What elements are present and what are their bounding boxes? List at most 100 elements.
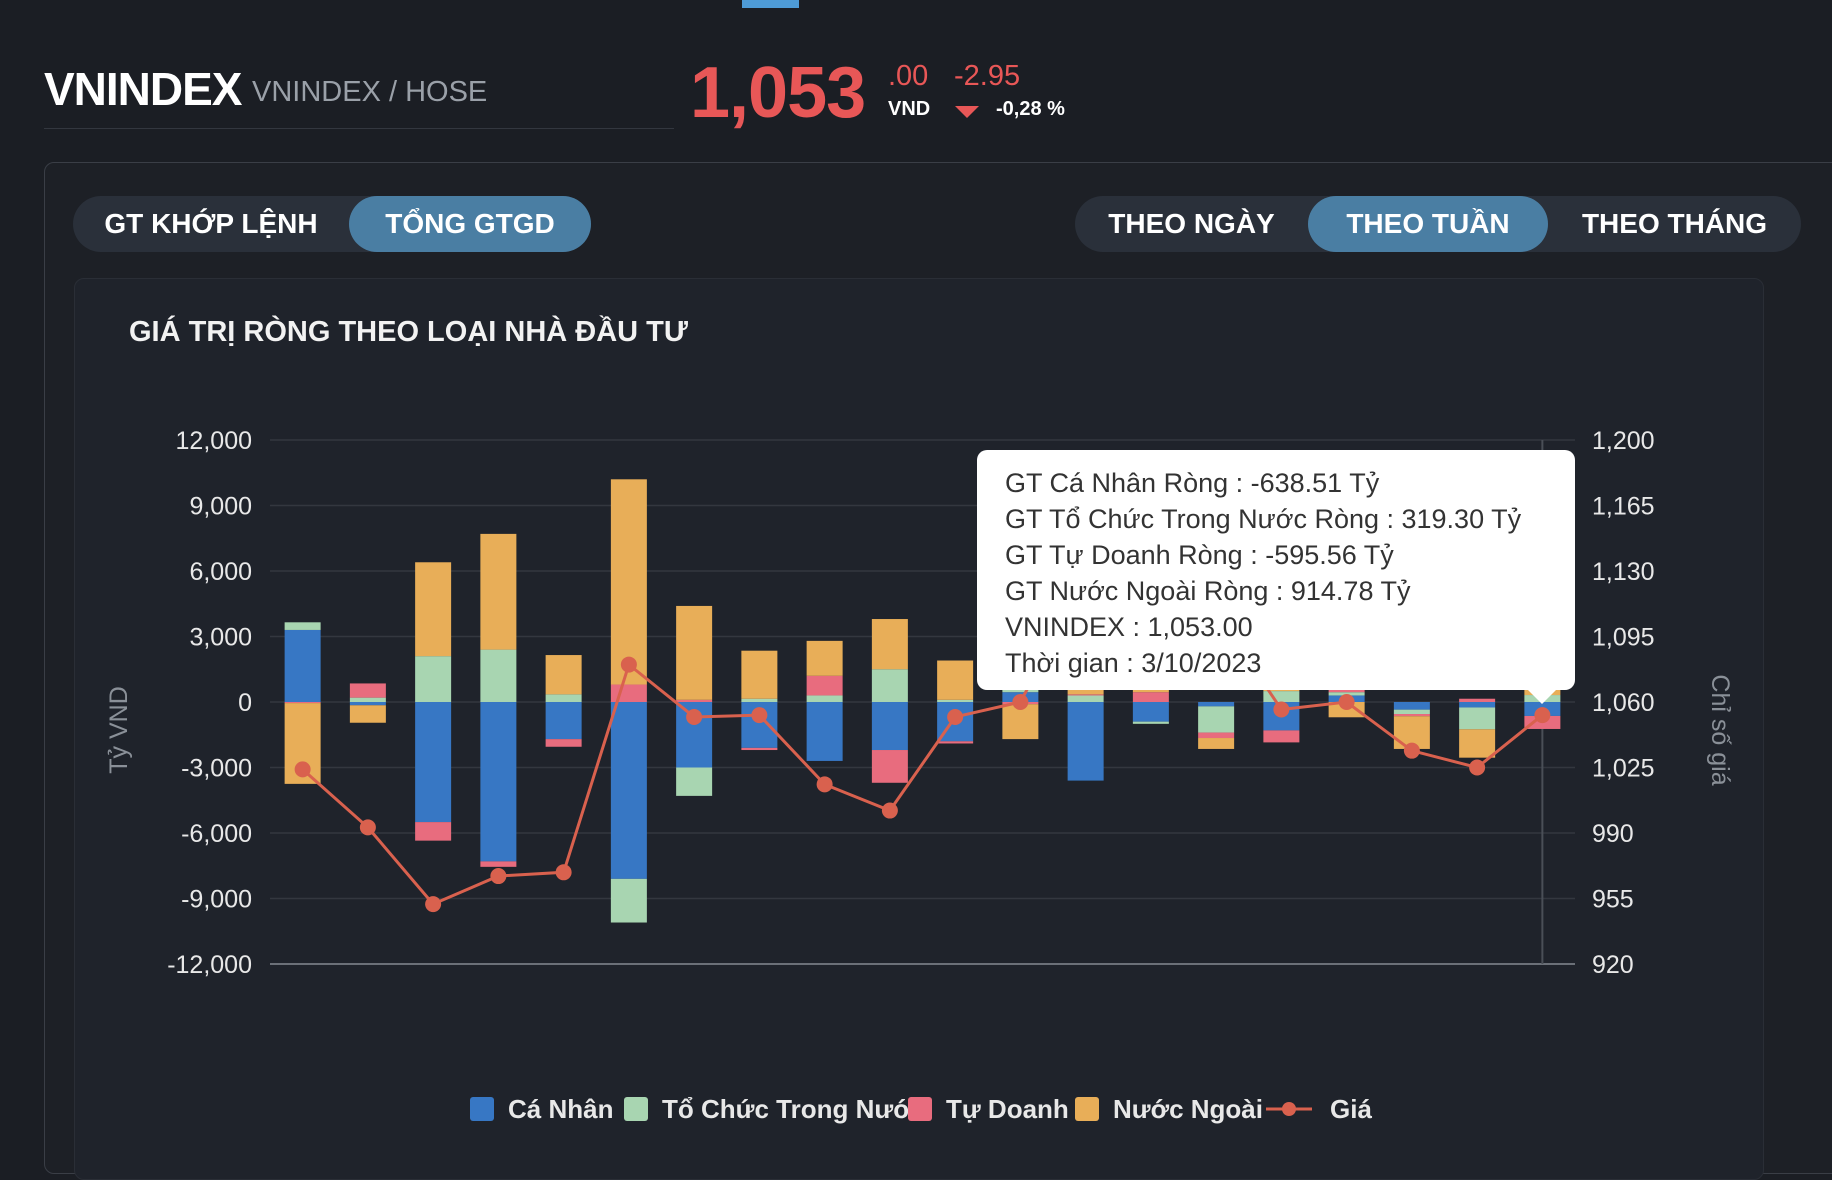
bar-segment [545,739,582,747]
bar-segment [349,705,386,723]
tab-gt-khop-lenh[interactable]: GT KHỚP LỆNH [104,208,318,239]
legend-swatch [624,1097,648,1121]
y2-tick-label: 1,130 [1592,558,1655,586]
bar-segment [871,669,908,702]
bar-segment [1198,702,1235,707]
price-point [947,708,964,725]
legend-swatch [1075,1097,1099,1121]
bar-segment [741,650,778,699]
price-point [294,761,311,778]
bar-segment [415,702,452,823]
price-currency: VND [888,98,931,120]
legend-item[interactable]: Cá Nhân [470,1094,613,1124]
bar-segment [676,605,713,700]
bar-segment [806,675,843,696]
y2-tick-label: 990 [1592,820,1634,848]
price-point [1338,694,1355,710]
legend-item[interactable]: Giá [1266,1094,1372,1124]
bar-segment [676,767,713,796]
bar-segment [1067,702,1104,781]
y2-tick-label: 1,025 [1592,755,1655,783]
y-tick-label: -3,000 [181,755,252,783]
legend-item[interactable]: Tự Doanh [908,1094,1069,1124]
tooltip-box [977,450,1575,690]
bar-segment [806,702,843,761]
price-point [751,707,768,724]
value-type-toggle: GT KHỚP LỆNH TỔNG GTGD [73,196,591,252]
tooltip-line: GT Tổ Chức Trong Nước Ròng : 319.30 Tỷ [1005,504,1522,534]
y-tick-label: 12,000 [176,427,252,455]
bar-segment [1263,691,1300,702]
tab-tong-gtgd[interactable]: TỔNG GTGD [349,196,591,252]
y2-tick-label: 1,165 [1592,493,1655,521]
y-tick-label: 3,000 [189,624,252,652]
price-point [1403,742,1420,759]
price-point [425,896,442,913]
y-tick-label: -12,000 [167,951,252,979]
down-arrow-icon [955,106,979,118]
bar-segment [1198,732,1235,739]
legend-label: Tổ Chức Trong Nước [662,1094,926,1124]
bar-segment [676,699,713,702]
bar-segment [1393,709,1430,715]
bar-segment [284,702,321,704]
tooltip-line: GT Cá Nhân Ròng : -638.51 Tỷ [1005,468,1380,498]
price-line [301,578,1544,906]
price-integer: 1,053 [690,53,866,133]
bar-segment [937,741,974,744]
bar-segment [1198,738,1235,749]
legend-label: Cá Nhân [508,1094,613,1124]
y2-axis-title: Chỉ số giá [1706,674,1734,785]
bar-segment [349,702,386,706]
tooltip: GT Cá Nhân Ròng : -638.51 Tỷ GT Tổ Chức T… [977,450,1575,704]
bar-segment [741,698,778,702]
bar-segment [284,629,321,702]
symbol-exchange: VNINDEX / HOSE [252,76,488,108]
price-point [555,864,572,881]
period-toggle: THEO NGÀY THEO TUẦN THEO THÁNG [1075,196,1801,252]
tooltip-pointer [1528,690,1556,704]
bar-segment [1459,729,1496,758]
y-tick-label: 9,000 [189,493,252,521]
bar-segment [1002,704,1039,740]
bar-segment [1067,695,1104,702]
bar-segment [1132,721,1169,724]
bar-segment [806,695,843,702]
bar-segment [1132,692,1169,702]
price-point [1012,694,1029,710]
bar-segment [937,699,974,702]
bar-segment [545,694,582,702]
price-point [1273,701,1290,718]
legend-swatch-point [1282,1102,1296,1116]
legend-label: Tự Doanh [946,1094,1069,1124]
y2-tick-label: 1,200 [1592,427,1655,455]
bar-segment [480,649,517,702]
price-point [686,708,703,725]
price-point [881,802,898,819]
bar-segment [349,683,386,698]
top-tab-indicator [742,0,799,8]
legend-item[interactable]: Tổ Chức Trong Nước [624,1094,926,1124]
tooltip-line: GT Tự Doanh Ròng : -595.56 Tỷ [1005,540,1394,570]
bar-segment [480,702,517,862]
bar-segment [545,702,582,740]
bar-segment [806,640,843,676]
tab-theo-tuan[interactable]: THEO TUẦN [1308,196,1548,252]
y2-tick-label: 1,095 [1592,624,1655,652]
bar-segment [1132,702,1169,722]
tab-theo-ngay[interactable]: THEO NGÀY [1108,208,1275,239]
legend-item[interactable]: Nước Ngoài [1075,1094,1263,1124]
tab-theo-thang[interactable]: THEO THÁNG [1581,208,1768,239]
price-point [1534,707,1551,724]
bar-segment [1459,698,1496,702]
chart-title: GIÁ TRỊ RÒNG THEO LOẠI NHÀ ĐẦU TƯ [129,316,688,348]
symbol-code: VNINDEX [44,63,242,115]
bar-segment [415,656,452,702]
y-tick-label: -9,000 [181,886,252,914]
bar-segment [415,562,452,657]
bar-segment [871,750,908,783]
bar-segment [545,655,582,695]
bar-segment [284,622,321,630]
y2-tick-label: 920 [1592,951,1634,979]
